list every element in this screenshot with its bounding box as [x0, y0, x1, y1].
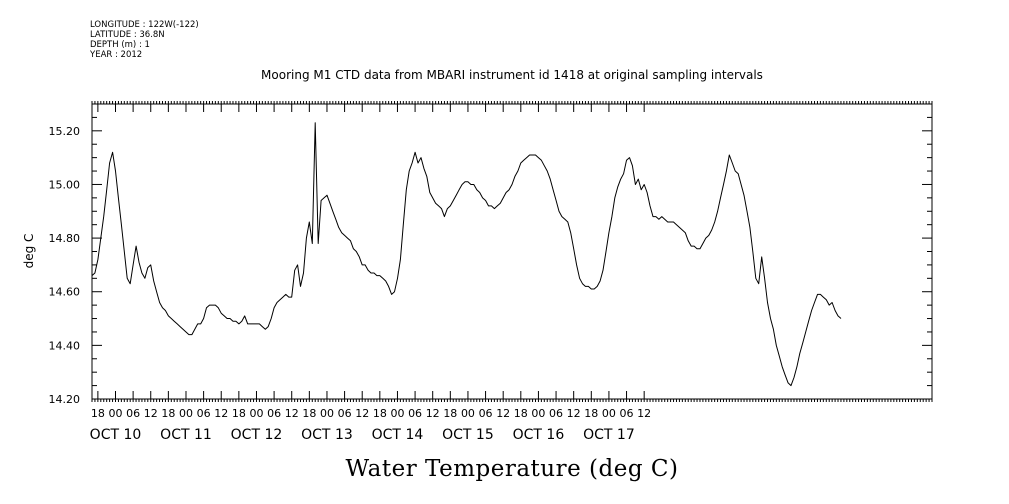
- x-hour-label: 18: [514, 407, 528, 420]
- y-axis: 14.20 14.40 14.60 14.80 15.00 15.20: [49, 103, 932, 406]
- x-axis: 18 00 06 12 18 00 06 12 18 00 06 12 18 00 06 12 18 00 06 12…: [90, 104, 651, 443]
- x-hour-label: 18: [302, 407, 316, 420]
- latitude-text: LATITUDE : 36.8N: [90, 30, 165, 40]
- x-hour-label: 06: [408, 407, 422, 420]
- x-hour-label: 18: [161, 407, 175, 420]
- x-hour-label: 00: [108, 407, 122, 420]
- x-day-label: OCT 16: [513, 427, 565, 443]
- metadata-block: LONGITUDE : 122W(-122) LATITUDE : 36.8N …: [90, 20, 199, 60]
- x-hour-label: 06: [267, 407, 281, 420]
- x-day-label: OCT 14: [372, 427, 424, 443]
- x-hour-label: 06: [197, 407, 211, 420]
- y-tick-label: 15.20: [49, 125, 81, 138]
- x-hour-label: 00: [320, 407, 334, 420]
- x-hour-label: 00: [602, 407, 616, 420]
- x-day-label: OCT 17: [583, 427, 635, 443]
- y-tick-label: 14.60: [49, 286, 81, 299]
- longitude-text: LONGITUDE : 122W(-122): [90, 20, 199, 30]
- x-hour-label: 12: [144, 407, 158, 420]
- x-hour-label: 12: [567, 407, 581, 420]
- x-hour-label: 00: [390, 407, 404, 420]
- x-day-label: OCT 10: [90, 427, 142, 443]
- minor-ticks: [91, 101, 933, 402]
- x-day-label: OCT 13: [301, 427, 353, 443]
- x-hour-label: 12: [285, 407, 299, 420]
- x-hour-label: 00: [179, 407, 193, 420]
- x-hour-label: 00: [531, 407, 545, 420]
- depth-text: DEPTH (m) : 1: [90, 40, 150, 50]
- series-line: [91, 122, 842, 387]
- x-hour-label: 18: [373, 407, 387, 420]
- x-hour-label: 06: [549, 407, 563, 420]
- x-hour-label: 00: [461, 407, 475, 420]
- x-hour-label: 06: [126, 407, 140, 420]
- y-tick-label: 14.80: [49, 232, 81, 245]
- x-hour-label: 12: [496, 407, 510, 420]
- x-hour-label: 06: [338, 407, 352, 420]
- y-tick-label: 15.00: [49, 178, 81, 191]
- x-hour-label: 06: [479, 407, 493, 420]
- x-day-label: OCT 15: [442, 427, 494, 443]
- y-tick-label: 14.40: [49, 339, 81, 352]
- x-hour-label: 12: [355, 407, 369, 420]
- x-hour-label: 18: [584, 407, 598, 420]
- x-day-label: OCT 12: [231, 427, 283, 443]
- plot-frame: [91, 103, 933, 400]
- series-layer: [91, 122, 842, 387]
- x-hour-label: 18: [443, 407, 457, 420]
- chart-title: Mooring M1 CTD data from MBARI instrumen…: [261, 68, 763, 82]
- x-hour-label: 12: [426, 407, 440, 420]
- x-hour-label: 12: [214, 407, 228, 420]
- x-hour-label: 12: [637, 407, 651, 420]
- x-day-label: OCT 11: [160, 427, 212, 443]
- year-text: YEAR : 2012: [90, 50, 143, 60]
- y-axis-label: deg C: [22, 234, 36, 269]
- y-tick-label: 14.20: [49, 393, 81, 406]
- x-hour-label: 18: [232, 407, 246, 420]
- x-hour-label: 00: [249, 407, 263, 420]
- x-hour-label: 06: [620, 407, 634, 420]
- x-hour-label: 18: [91, 407, 105, 420]
- x-axis-label: Water Temperature (deg C): [346, 456, 679, 482]
